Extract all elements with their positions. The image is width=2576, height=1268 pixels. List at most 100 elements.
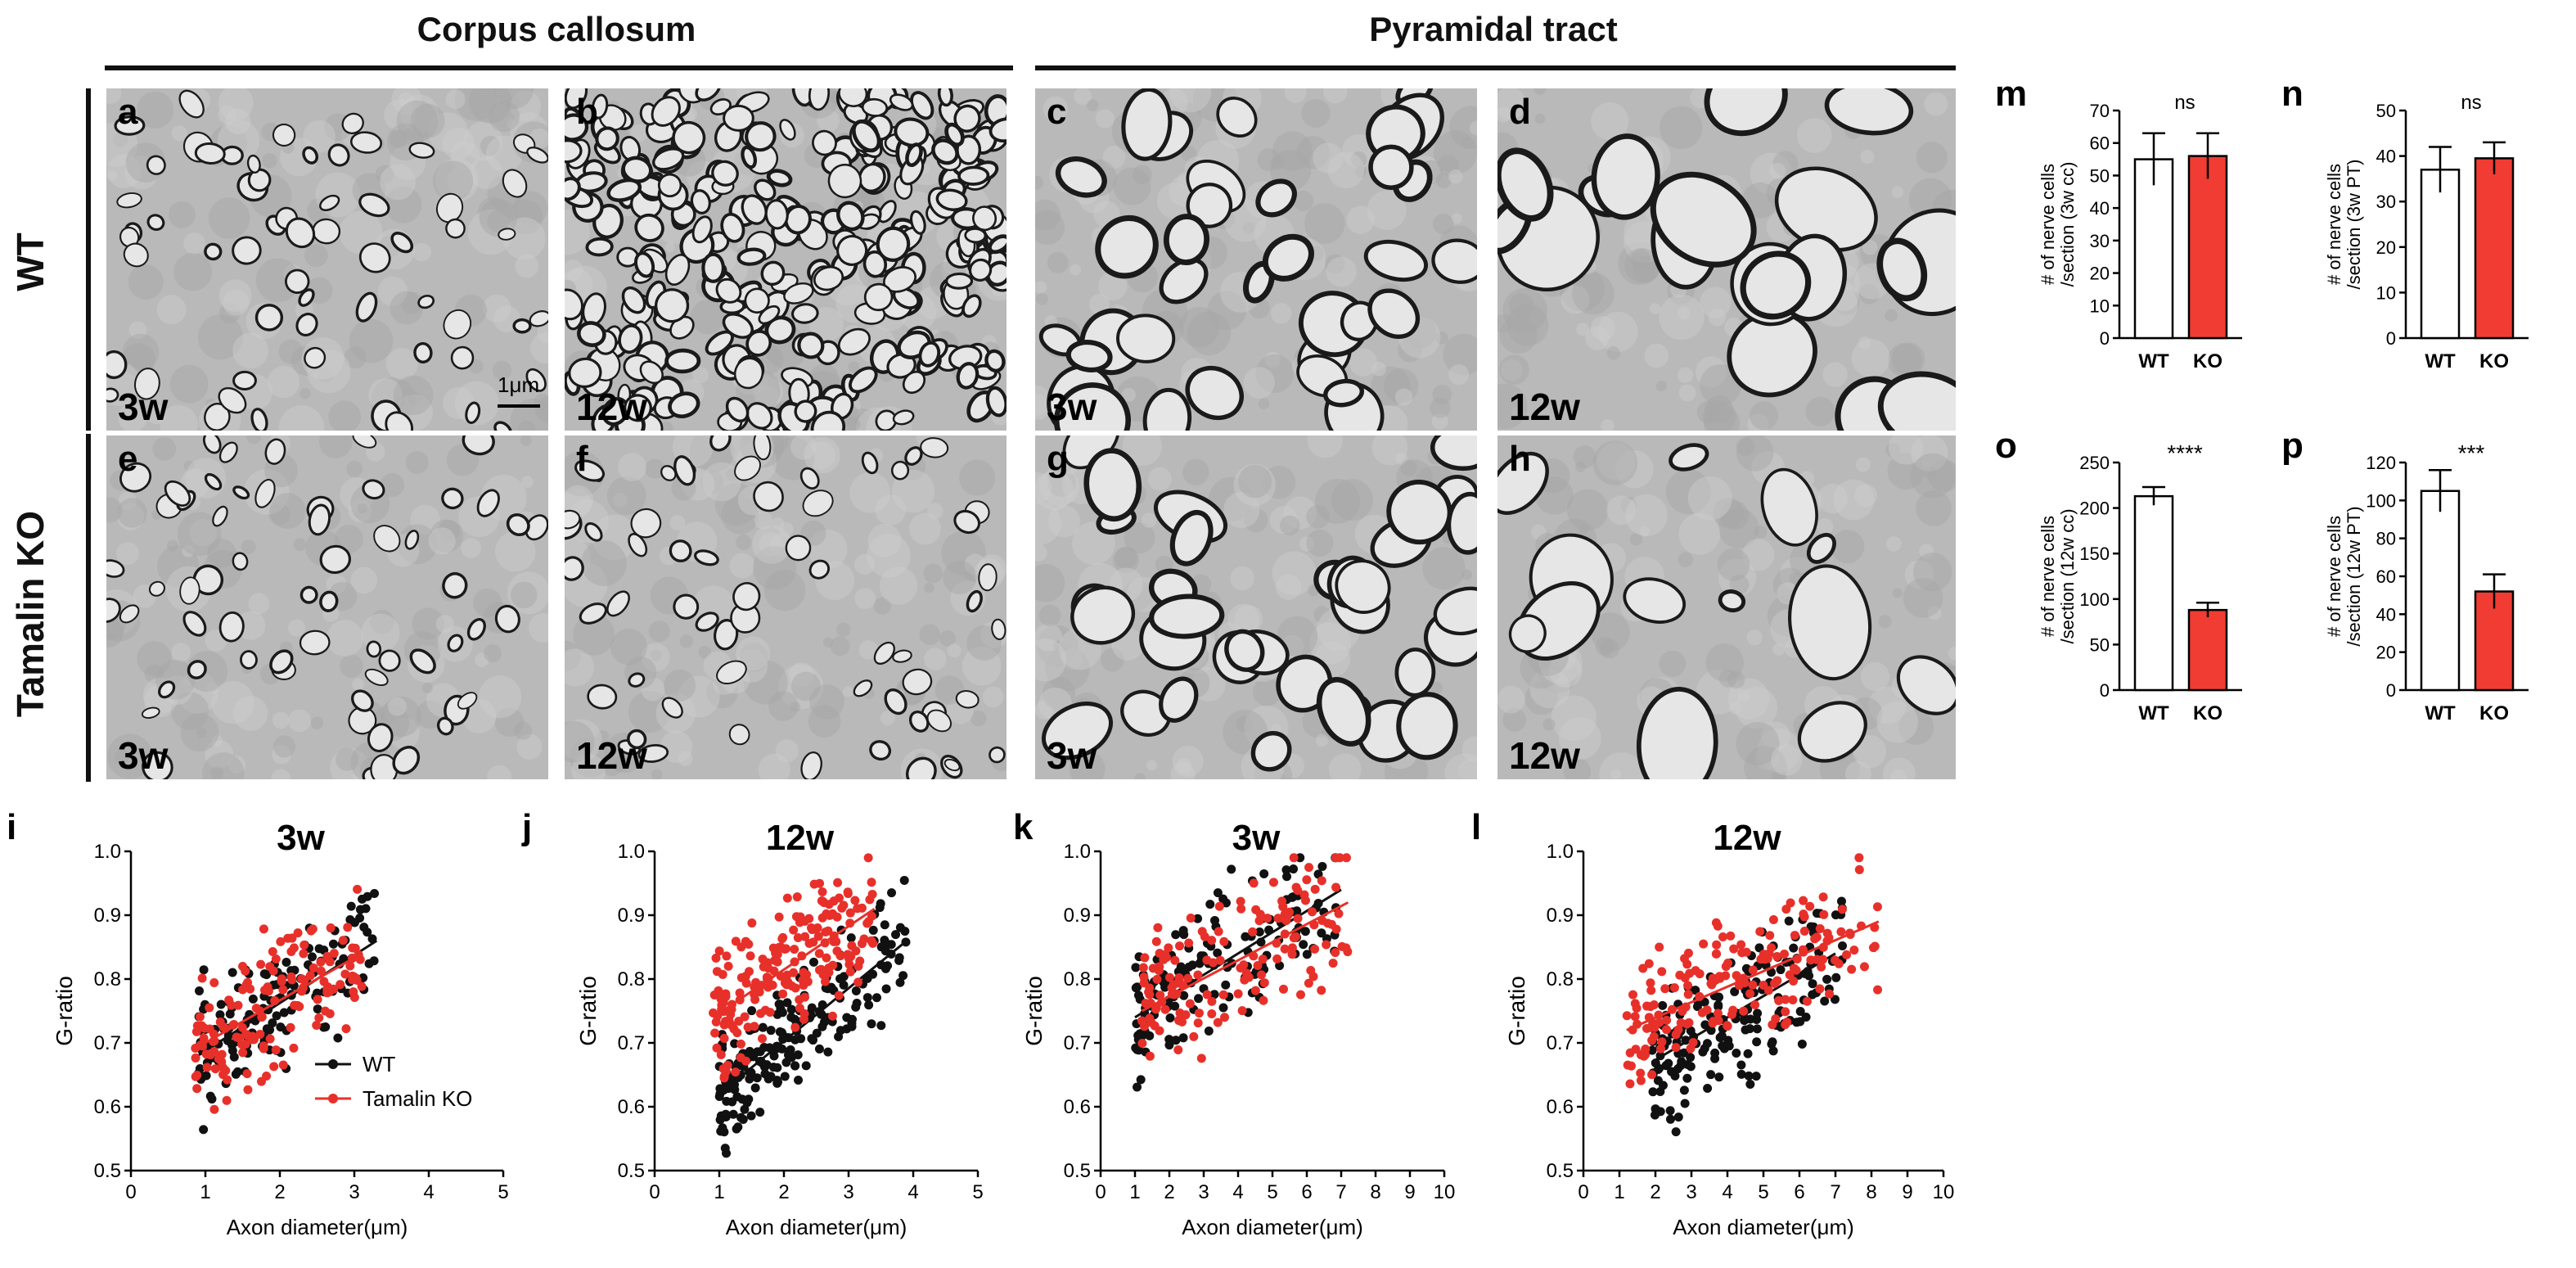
texture-blob (483, 294, 511, 323)
texture-blob (789, 662, 814, 688)
myelinated-axon (1876, 237, 1928, 302)
texture-blob (475, 652, 489, 667)
texture-blob (1264, 351, 1281, 368)
texture-blob (1729, 574, 1750, 595)
scatter-point (1237, 1006, 1247, 1016)
texture-blob (1430, 397, 1451, 418)
scatter-point (712, 1043, 722, 1053)
myelinated-axon (657, 173, 682, 198)
scatter-point (853, 977, 863, 987)
texture-blob (1349, 348, 1377, 377)
scatter-point (1789, 943, 1799, 953)
scatter-point (1776, 965, 1786, 975)
scatter-point (1847, 964, 1857, 974)
micrograph-c: c 3w (1035, 88, 1477, 431)
y-axis-label-line2: /section (3w PT) (2344, 160, 2364, 290)
scatter-point (1831, 972, 1841, 982)
micrograph-texture-f (565, 435, 1007, 779)
texture-blob (1035, 394, 1051, 420)
scatter-point (201, 1049, 211, 1059)
scatter-point (1736, 940, 1746, 950)
texture-blob (1772, 151, 1799, 177)
fit-line-ko (712, 907, 876, 1019)
texture-blob (565, 719, 602, 762)
texture-blob (809, 684, 844, 720)
texture-blob (1271, 303, 1292, 324)
texture-blob (510, 90, 542, 122)
scatter-point (215, 1010, 225, 1020)
myelinated-axon (972, 205, 998, 232)
scatter-point (1739, 1006, 1749, 1016)
texture-blob (1354, 165, 1367, 178)
scatter-point (1210, 915, 1220, 925)
micrograph-f: f 12w (565, 435, 1007, 779)
texture-blob (714, 482, 758, 526)
texture-blob (487, 210, 510, 232)
texture-blob (1851, 338, 1890, 377)
texture-blob (1511, 406, 1525, 420)
scatter-point (1646, 978, 1655, 988)
texture-blob (830, 636, 850, 657)
scatter-point (1799, 909, 1808, 919)
x-tick-label: 8 (1370, 1181, 1380, 1203)
myelinated-axon (1323, 378, 1365, 408)
texture-blob (1573, 445, 1596, 469)
scatter-point (1781, 1007, 1790, 1017)
texture-blob (1035, 701, 1054, 720)
texture-blob (177, 671, 219, 714)
myelinated-axon (827, 164, 862, 199)
texture-blob (1696, 401, 1719, 424)
scatter-point (241, 1030, 251, 1040)
row-label-ko: Tamalin KO (9, 510, 52, 718)
scatter-point (1150, 1021, 1160, 1031)
texture-blob (1088, 293, 1110, 315)
texture-blob (272, 745, 291, 765)
micrograph-texture-b (565, 88, 1007, 431)
texture-blob (1708, 308, 1727, 327)
y-tick-label: 40 (2376, 604, 2396, 625)
texture-blob (1772, 769, 1787, 779)
texture-blob (494, 88, 534, 109)
texture-blob (1889, 435, 1924, 465)
y-axis-label: G-ratio (1504, 976, 1529, 1046)
scatter-point (1214, 901, 1224, 911)
myelinated-axon (447, 634, 464, 652)
myelinated-axon (445, 218, 466, 239)
myelinated-axon (204, 402, 231, 431)
myelinated-axon (838, 88, 868, 107)
myelinated-axon (502, 169, 528, 198)
scatter-point (255, 1029, 265, 1039)
myelinated-axon (802, 490, 834, 517)
texture-blob (1858, 283, 1880, 305)
scatter-point (1160, 950, 1170, 959)
myelinated-axon (716, 660, 747, 685)
myelinated-axon (741, 194, 768, 225)
scatter-point (1805, 901, 1815, 911)
x-tick-label: 0 (1095, 1181, 1106, 1203)
x-category-label: KO (2193, 702, 2222, 724)
texture-blob (854, 588, 876, 610)
scatter-point (1737, 948, 1747, 958)
texture-blob (507, 199, 543, 235)
texture-blob (1687, 476, 1732, 521)
texture-blob (1898, 709, 1934, 746)
scatter-point (752, 1073, 762, 1083)
texture-blob (1696, 670, 1741, 715)
texture-blob (1350, 151, 1367, 168)
myelinated-axon (182, 611, 207, 637)
texture-blob (1885, 442, 1901, 458)
myelinated-axon (385, 411, 414, 431)
myelinated-axon (985, 386, 1007, 417)
scatter-point (1185, 999, 1195, 1009)
myelinated-axon (106, 350, 128, 380)
myelinated-axon (390, 232, 414, 254)
scatter-point (1730, 986, 1740, 996)
texture-blob (1644, 343, 1669, 368)
texture-blob (1655, 380, 1668, 392)
scatter-point (1280, 944, 1290, 954)
myelinated-axon (1650, 171, 1757, 268)
myelinated-axon (955, 689, 980, 709)
scatter-point (1688, 1038, 1698, 1048)
myelinated-axon (741, 145, 758, 169)
y-tick-label: 50 (2376, 101, 2396, 121)
